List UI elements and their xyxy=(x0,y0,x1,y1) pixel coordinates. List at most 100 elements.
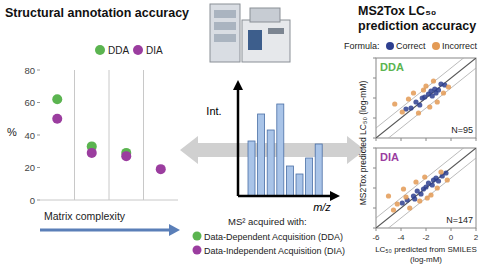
point xyxy=(417,198,422,203)
tick xyxy=(373,58,376,59)
axis-label: LC₅₀ predicted from SMILES(log-mM) xyxy=(375,245,477,264)
annotation: N=95 xyxy=(451,125,473,135)
lc50-panel: -6-4-202DIAN=147LC₅₀ predicted from SMIL… xyxy=(358,81,479,264)
legend-marker xyxy=(95,45,105,55)
point xyxy=(422,174,427,179)
tick-label: 20 xyxy=(24,162,35,173)
point xyxy=(435,99,440,104)
axis-label: Matrix complexity xyxy=(44,210,126,222)
legend-marker xyxy=(432,42,440,50)
point xyxy=(411,90,416,95)
instrument xyxy=(210,4,290,62)
point xyxy=(386,193,391,198)
title: prediction accuracy xyxy=(358,19,476,33)
legend-label: DDA xyxy=(108,45,129,56)
annotation: N=147 xyxy=(446,215,473,225)
tick xyxy=(451,138,452,141)
point xyxy=(403,194,408,199)
caption: MS² acquired with: xyxy=(228,216,307,227)
grid-line xyxy=(74,70,75,200)
tick xyxy=(476,138,477,141)
point xyxy=(431,78,436,83)
point xyxy=(121,151,131,161)
legend-title: Formula: xyxy=(344,41,380,51)
instrument-part xyxy=(248,30,262,50)
panel-title: DIA xyxy=(380,151,399,163)
y-axis xyxy=(237,88,240,196)
point xyxy=(418,191,423,196)
point xyxy=(445,177,450,182)
marks xyxy=(376,148,476,228)
point xyxy=(428,88,433,93)
point xyxy=(52,94,62,104)
instrument-part xyxy=(250,8,280,22)
point xyxy=(427,104,432,109)
tick xyxy=(37,135,40,136)
legend-marker xyxy=(386,42,394,50)
point xyxy=(421,87,426,92)
tick-label: -2 xyxy=(422,233,430,242)
tick xyxy=(373,168,376,169)
point xyxy=(52,114,62,124)
arrow-head xyxy=(169,224,180,236)
title: Structural annotation accuracy xyxy=(5,6,189,20)
reference-line xyxy=(376,148,476,218)
bar xyxy=(248,141,255,196)
point xyxy=(435,185,440,190)
instrument-part xyxy=(210,4,240,62)
tick xyxy=(426,228,427,231)
legend-label: DIA xyxy=(146,45,163,56)
tick xyxy=(37,200,40,201)
point xyxy=(391,207,396,212)
grid-line xyxy=(143,70,144,200)
point xyxy=(412,196,417,201)
grid-line xyxy=(109,70,110,200)
reference-line xyxy=(376,68,476,138)
point xyxy=(408,105,413,110)
tick xyxy=(37,167,40,168)
bar xyxy=(315,144,322,196)
point xyxy=(441,90,446,95)
instrument-part xyxy=(214,10,236,18)
tick-label: -4 xyxy=(397,233,405,242)
bar xyxy=(306,158,313,196)
legend-label: Data-Dependent Acquisition (DDA) xyxy=(204,232,343,242)
instrument-part xyxy=(268,28,284,34)
structural-chart: Structural annotation accuracy020406080%… xyxy=(5,6,189,236)
tick xyxy=(426,138,427,141)
bar xyxy=(296,174,303,196)
point xyxy=(406,96,411,101)
tick-label: 0 xyxy=(30,195,35,206)
reference-line xyxy=(376,58,476,128)
arrow-shaft xyxy=(40,229,170,232)
axis-arrow xyxy=(330,191,340,201)
figure: Structural annotation accuracy020406080%… xyxy=(0,0,500,267)
axis-label: MS2Tox predicted LC₅₀ (log-mM) xyxy=(358,81,368,206)
point xyxy=(401,186,406,191)
axis-label: Int. xyxy=(206,105,221,117)
legend-marker xyxy=(133,45,143,55)
tick xyxy=(451,228,452,231)
bar xyxy=(277,104,284,196)
reference-line xyxy=(376,148,476,228)
tick xyxy=(401,228,402,231)
tick-label: 60 xyxy=(24,97,35,108)
panel-title: DDA xyxy=(380,61,404,73)
instrument-part xyxy=(214,22,236,30)
tick-label: 80 xyxy=(24,65,35,76)
point xyxy=(156,164,166,174)
instrument-part xyxy=(214,34,236,42)
marks xyxy=(52,94,166,174)
legend-marker xyxy=(193,246,202,255)
point xyxy=(400,109,405,114)
axis-arrow xyxy=(233,80,243,90)
point xyxy=(420,95,425,100)
bar xyxy=(258,114,265,196)
instrument-part xyxy=(242,20,290,62)
reference-line xyxy=(376,58,476,138)
legend-label: Correct xyxy=(396,41,426,51)
frame xyxy=(376,58,476,138)
point xyxy=(430,182,435,187)
point xyxy=(443,170,448,175)
point xyxy=(395,201,400,206)
